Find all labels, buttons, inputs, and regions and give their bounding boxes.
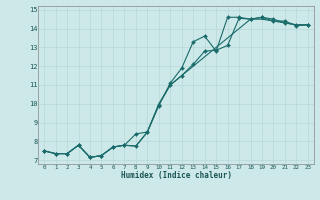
X-axis label: Humidex (Indice chaleur): Humidex (Indice chaleur) <box>121 171 231 180</box>
